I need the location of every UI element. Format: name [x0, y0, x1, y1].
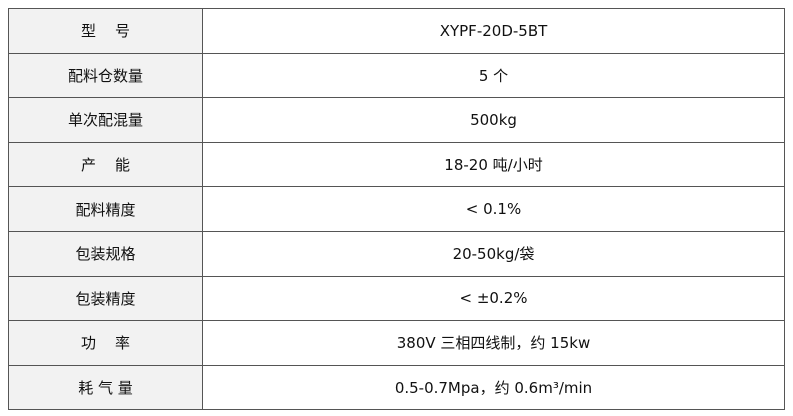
spec-row: 单次配混量 500kg: [8, 97, 785, 143]
spec-value: < 0.1%: [202, 186, 785, 232]
spec-label: 功 率: [8, 320, 203, 366]
spec-row: 耗 气 量 0.5-0.7Mpa，约 0.6m³/min: [8, 364, 785, 411]
spec-value: 20-50kg/袋: [202, 230, 785, 277]
spec-row: 配料仓数量 5 个: [8, 52, 785, 99]
spec-label: 配料仓数量: [8, 52, 203, 99]
spec-row: 配料精度 < 0.1%: [8, 186, 785, 232]
spec-row: 功 率 380V 三相四线制，约 15kw: [8, 320, 785, 366]
spec-value: XYPF-20D-5BT: [202, 8, 785, 54]
spec-label: 包装精度: [8, 275, 203, 322]
spec-row: 包装规格 20-50kg/袋: [8, 230, 785, 277]
spec-value: 0.5-0.7Mpa，约 0.6m³/min: [202, 364, 785, 411]
spec-value: < ±0.2%: [202, 275, 785, 322]
spec-value: 5 个: [202, 52, 785, 99]
spec-label: 包装规格: [8, 230, 203, 277]
spec-label: 型 号: [8, 8, 203, 54]
spec-table: 型 号 XYPF-20D-5BT 配料仓数量 5 个单次配混量 500kg 产 能 18-2…: [8, 8, 785, 411]
spec-row: 产 能 18-20 吨/小时: [8, 141, 785, 188]
spec-row: 包装精度 < ±0.2%: [8, 275, 785, 322]
spec-label: 配料精度: [8, 186, 203, 232]
spec-value: 380V 三相四线制，约 15kw: [202, 320, 785, 366]
spec-label: 耗 气 量: [8, 364, 203, 411]
spec-value: 18-20 吨/小时: [202, 141, 785, 188]
spec-row: 型 号 XYPF-20D-5BT: [8, 8, 785, 54]
spec-label: 单次配混量: [8, 97, 203, 143]
spec-label: 产 能: [8, 141, 203, 188]
spec-value: 500kg: [202, 97, 785, 143]
